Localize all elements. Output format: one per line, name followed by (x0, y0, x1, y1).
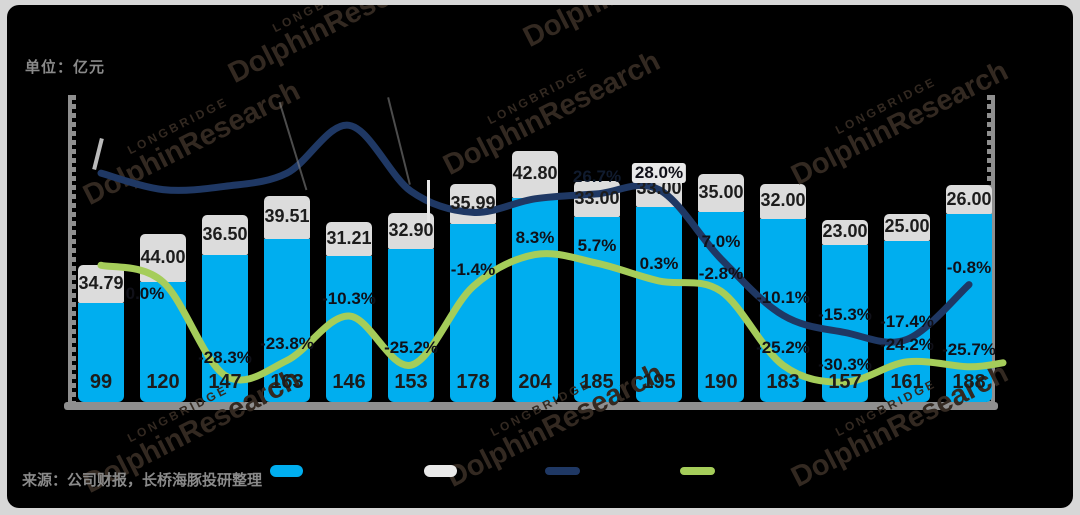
unit-label: 单位：亿元 (25, 59, 106, 76)
legend-item-2 (424, 465, 457, 477)
green-line (97, 250, 1007, 386)
line-point-label: 8.3% (515, 227, 555, 247)
bar-value-label: 161 (890, 371, 924, 393)
line-point-label: 0.0% (125, 284, 165, 303)
bar-blue-10 (636, 207, 682, 402)
line-point-label: -10.1% (756, 288, 810, 308)
bar-value-label: 178 (456, 371, 490, 393)
leader-line (427, 180, 430, 224)
bar-value-label: 157 (828, 371, 862, 393)
bar-cap-1 (78, 264, 124, 303)
legend-swatch-3 (545, 467, 580, 475)
legend-item-4 (680, 465, 715, 475)
bar-blue-1 (78, 303, 124, 402)
y-axis-left (68, 95, 76, 410)
legend-swatch-2 (424, 465, 457, 477)
legend-item-1 (270, 465, 303, 477)
cap-value-label: 23.00 (822, 221, 868, 242)
bar-value-label: 163 (270, 371, 304, 393)
legend-swatch-1 (270, 465, 303, 477)
legend-item-3 (545, 465, 580, 475)
line-point-label: -24.2% (880, 334, 934, 354)
bar-value-label: 188 (952, 371, 986, 393)
line-point-label: 5.7% (577, 236, 617, 256)
line-point-label: -25.2% (756, 338, 810, 358)
bar-blue-7 (450, 224, 496, 402)
chart-canvas: LONGBRIDGE DolphinResearch LONGBRIDGE Dolph… (7, 5, 1073, 508)
line-series-svg (97, 121, 1007, 386)
bar-value-label: 120 (146, 371, 180, 393)
bar-blue-9 (574, 217, 620, 402)
source-note: 来源：公司财报，长桥海豚投研整理 (22, 472, 263, 489)
bar-blue-8 (512, 198, 558, 402)
plot-area: LONGBRIDGE DolphinResearch LONGBRIDGE Dolph… (7, 5, 1073, 508)
cap-value-label: 35.99 (450, 193, 496, 214)
line-point-label: 26.7% (572, 166, 622, 186)
line-point-label: -0.8% (946, 257, 992, 277)
cap-value-label: 44.00 (140, 246, 186, 267)
line-point-label: -23.8% (260, 333, 314, 353)
line-point-label: -10.3% (322, 288, 376, 308)
bar-cap-7 (450, 184, 496, 224)
bar-value-label: 204 (518, 371, 552, 393)
bar-value-label: 183 (766, 371, 800, 393)
bar-value-label: 147 (208, 371, 242, 393)
cap-value-label: 33.00 (574, 187, 620, 208)
cap-value-label: 36.50 (202, 223, 248, 244)
bar-cap-6 (388, 212, 434, 249)
bar-value-label: 195 (642, 371, 676, 393)
bar-cap-14 (884, 213, 930, 241)
bar-value-label: 190 (704, 371, 738, 393)
bar-cap-3 (202, 214, 248, 255)
bar-cap-8 (512, 150, 558, 198)
bar-blue-15 (946, 214, 992, 402)
line-point-label: -1.4% (450, 259, 496, 279)
line-point-label: -25.2% (384, 338, 438, 358)
line-point-label: -15.3% (818, 305, 872, 325)
line-point-label: 0.3% (639, 254, 679, 273)
cap-value-label: 25.00 (884, 216, 930, 237)
line-point-label: -25.7% (942, 339, 996, 359)
cap-value-label: 35.00 (698, 181, 744, 202)
bar-cap-11 (698, 173, 744, 212)
bar-cap-13 (822, 219, 868, 245)
bar-blue-6 (388, 249, 434, 402)
cap-value-label: 31.21 (326, 227, 372, 248)
bar-cap-15 (946, 185, 992, 214)
cap-value-label: 33.00 (636, 177, 682, 198)
bar-value-label: 146 (332, 371, 366, 393)
cap-value-label: 32.00 (760, 190, 806, 211)
line-point-label: 28.0% (631, 162, 687, 183)
bar-value-label: 185 (580, 371, 614, 393)
legend-swatch-4 (680, 467, 715, 475)
line-point-label: -2.8% (698, 264, 744, 284)
x-axis (64, 402, 998, 410)
navy-line (97, 121, 973, 346)
bar-cap-12 (760, 183, 806, 219)
bar-blue-4 (264, 239, 310, 402)
bar-value-label: 99 (89, 371, 113, 393)
bar-cap-9 (574, 180, 620, 217)
cap-value-label: 39.51 (264, 206, 310, 227)
cap-value-label: 32.90 (388, 219, 434, 240)
line-point-label: -30.3% (818, 354, 872, 374)
line-point-label: 7.0% (701, 231, 741, 251)
bar-cap-5 (326, 221, 372, 256)
line-point-label: -17.4% (880, 312, 934, 332)
cap-value-label: 26.00 (946, 188, 992, 209)
bar-cap-4 (264, 195, 310, 239)
line-point-label: -28.3% (198, 348, 252, 368)
cap-value-label: 34.79 (78, 272, 124, 293)
bar-blue-14 (884, 241, 930, 402)
cap-value-label: 42.80 (512, 163, 558, 184)
bar-value-label: 153 (394, 371, 428, 393)
